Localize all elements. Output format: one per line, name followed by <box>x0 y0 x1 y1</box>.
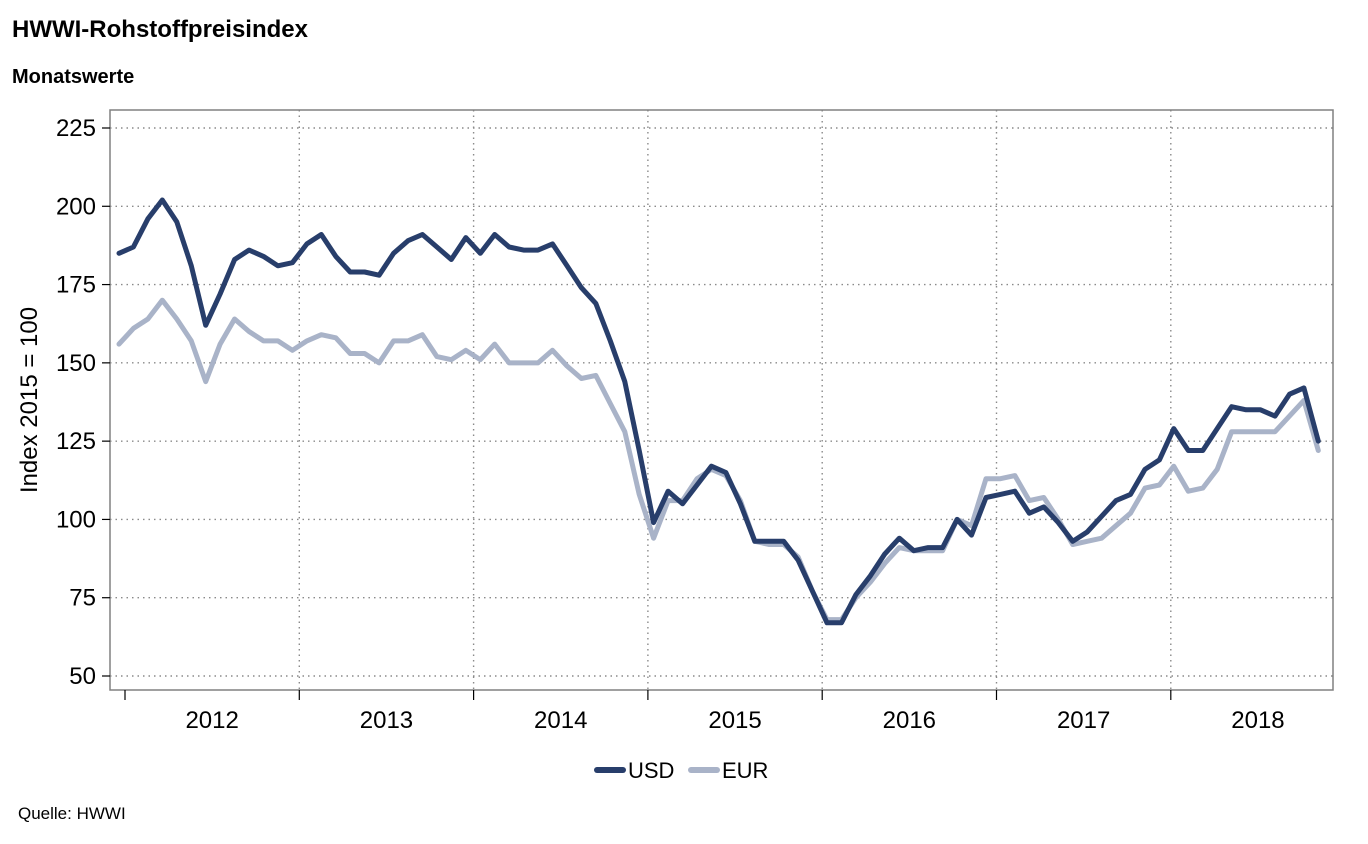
x-tick-label: 2016 <box>883 707 936 734</box>
chart-title: HWWI-Rohstoffpreisindex <box>12 16 308 43</box>
y-tick-label: 75 <box>69 585 96 612</box>
y-tick-label: 100 <box>56 506 96 533</box>
series-lines <box>116 197 1321 626</box>
legend-label-eur: EUR <box>722 758 768 783</box>
y-tick-label: 225 <box>56 115 96 142</box>
x-tick-label: 2012 <box>185 707 238 734</box>
x-tick-label: 2015 <box>708 707 761 734</box>
x-axis: 2012 2013 2014 2015 2016 2017 2018 <box>124 690 1285 734</box>
x-tick-label: 2013 <box>360 707 413 734</box>
x-tick-label: 2018 <box>1231 707 1284 734</box>
series-line-usd <box>116 197 1321 626</box>
y-tick-label: 175 <box>56 272 96 299</box>
source-note: Quelle: HWWI <box>18 804 126 823</box>
y-tick-label: 125 <box>56 428 96 455</box>
x-tick-label: 2017 <box>1057 707 1110 734</box>
y-tick-label: 200 <box>56 193 96 220</box>
y-axis-label: Index 2015 = 100 <box>16 307 43 493</box>
y-tick-label: 50 <box>69 663 96 690</box>
y-axis: 50 75 100 125 150 175 200 225 <box>56 115 110 690</box>
y-tick-label: 150 <box>56 350 96 377</box>
series-line-eur <box>116 297 1321 623</box>
legend: USD EUR <box>594 758 768 783</box>
grid-lines <box>110 110 1333 690</box>
x-tick-label: 2014 <box>534 707 587 734</box>
plot-frame <box>109 109 1334 691</box>
chart-subtitle: Monatswerte <box>12 66 135 88</box>
legend-label-usd: USD <box>628 758 674 783</box>
